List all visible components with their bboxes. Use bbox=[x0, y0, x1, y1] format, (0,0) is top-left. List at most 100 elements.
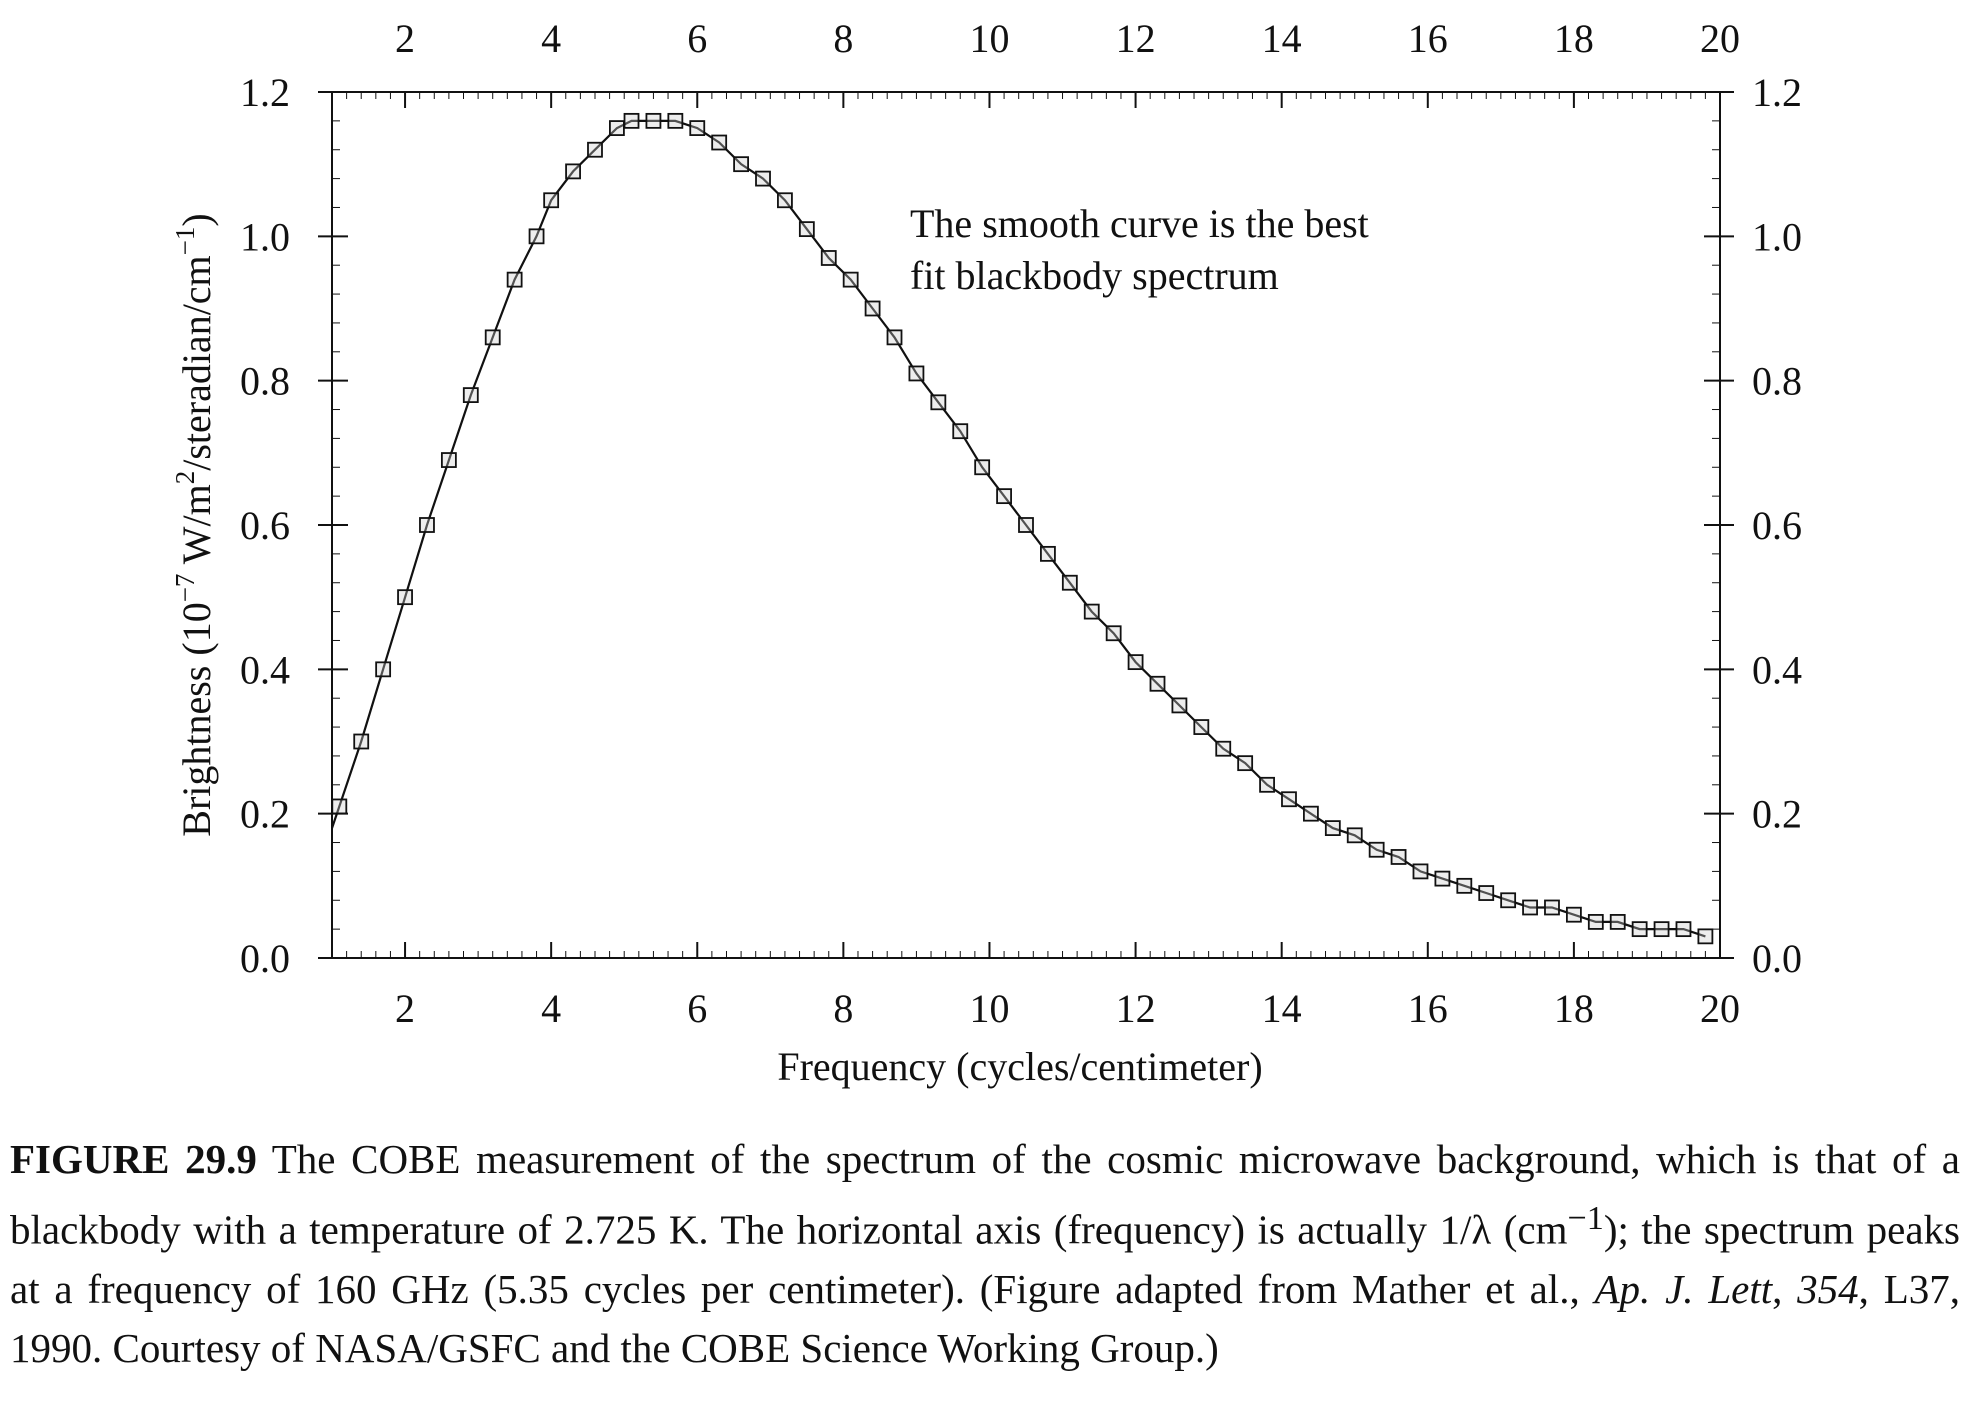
data-point bbox=[1522, 899, 1538, 916]
x-tick-label-top: 10 bbox=[969, 16, 1009, 61]
data-point bbox=[1303, 805, 1319, 822]
data-point bbox=[565, 163, 581, 180]
data-points bbox=[331, 112, 1714, 945]
data-point bbox=[1127, 654, 1144, 671]
data-point bbox=[1456, 877, 1473, 894]
data-point bbox=[1544, 899, 1560, 916]
x-tick-label-top: 2 bbox=[395, 16, 415, 61]
cobe-spectrum-chart: 2 2 4 4 6 6 8 8 10 10 12 12 14 14 16 16 18 18 20 20 0.0 0.0 0.… bbox=[170, 16, 1802, 1089]
data-point bbox=[1083, 603, 1100, 620]
x-tick-label: 2 bbox=[395, 986, 415, 1031]
data-point bbox=[908, 365, 925, 382]
data-point bbox=[645, 112, 662, 129]
data-point bbox=[1631, 921, 1648, 938]
x-tick-label: 18 bbox=[1554, 986, 1594, 1031]
data-point bbox=[1346, 827, 1363, 844]
caption-label: FIGURE 29.9 bbox=[10, 1136, 257, 1182]
data-point bbox=[1697, 928, 1714, 945]
y-tick-label: 0.2 bbox=[240, 792, 290, 837]
y-tick-label: 1.0 bbox=[240, 214, 290, 259]
x-tick-label: 10 bbox=[969, 986, 1009, 1031]
data-point bbox=[711, 134, 728, 151]
data-point bbox=[462, 387, 479, 404]
x-tick-label: 12 bbox=[1116, 986, 1156, 1031]
data-point bbox=[864, 300, 881, 317]
figure-caption: FIGURE 29.9 The COBE measurement of the … bbox=[10, 1130, 1960, 1378]
data-point bbox=[1390, 849, 1407, 865]
x-tick-label-top: 16 bbox=[1408, 16, 1448, 61]
data-point bbox=[1061, 574, 1078, 591]
x-tick-label-top: 4 bbox=[541, 16, 561, 61]
y-tick-label-right: 0.0 bbox=[1752, 936, 1802, 981]
data-point bbox=[484, 329, 501, 346]
data-point bbox=[1105, 625, 1122, 642]
x-tick-label: 6 bbox=[687, 986, 707, 1031]
data-point bbox=[1653, 921, 1670, 938]
data-point bbox=[1237, 755, 1254, 772]
caption-text-1: The COBE measurement of the spectrum of … bbox=[10, 1136, 1960, 1253]
data-point bbox=[755, 170, 771, 187]
data-point bbox=[1215, 740, 1232, 757]
y-tick-label-right: 0.8 bbox=[1752, 359, 1802, 404]
caption-text-3: , bbox=[1772, 1265, 1798, 1312]
x-tick-label-top: 20 bbox=[1700, 16, 1740, 61]
data-point bbox=[1040, 545, 1056, 562]
data-point bbox=[353, 733, 370, 750]
caption-text-2: ); the spectrum peaks at a frequency of … bbox=[10, 1206, 1960, 1312]
data-point bbox=[1171, 697, 1188, 714]
data-point bbox=[440, 452, 457, 468]
y-tick-label: 0.6 bbox=[240, 503, 290, 548]
data-point bbox=[820, 250, 837, 266]
data-point bbox=[689, 120, 706, 136]
data-point bbox=[1500, 892, 1517, 909]
axis-labels: 2 2 4 4 6 6 8 8 10 10 12 12 14 14 16 16 18 18 20 20 0.0 0.0 0.… bbox=[240, 16, 1802, 1031]
data-point bbox=[1609, 914, 1626, 930]
y-tick-label-right: 1.0 bbox=[1752, 214, 1802, 259]
caption-text-4: , L37, 1990. Courtesy of NASA/GSFC and t… bbox=[10, 1265, 1960, 1371]
y-axis-title: Brightness (10−7 W/m2/steradian/cm−1) bbox=[170, 213, 219, 836]
x-axis-title: Frequency (cycles/centimeter) bbox=[777, 1044, 1262, 1089]
data-point bbox=[930, 394, 947, 411]
data-point bbox=[886, 329, 903, 346]
x-tick-label-top: 6 bbox=[687, 16, 707, 61]
data-point bbox=[667, 112, 684, 129]
y-tick-label: 0.4 bbox=[240, 647, 290, 692]
data-point bbox=[1478, 885, 1495, 901]
annotation-line-1: The smooth curve is the best bbox=[910, 201, 1369, 246]
axis-ticks bbox=[318, 91, 1734, 959]
data-point bbox=[842, 271, 859, 288]
y-tick-label: 0.0 bbox=[240, 936, 290, 981]
data-point bbox=[798, 221, 815, 238]
data-point bbox=[375, 661, 392, 678]
data-point bbox=[587, 141, 603, 158]
y-tick-label: 1.2 bbox=[240, 70, 290, 115]
data-point bbox=[397, 589, 413, 606]
data-point bbox=[623, 112, 640, 129]
x-tick-label-top: 12 bbox=[1116, 16, 1156, 61]
y-tick-label-right: 1.2 bbox=[1752, 70, 1802, 115]
x-tick-label-top: 18 bbox=[1554, 16, 1594, 61]
x-tick-label: 14 bbox=[1262, 986, 1302, 1031]
data-point bbox=[996, 488, 1012, 505]
y-tick-label: 0.8 bbox=[240, 359, 290, 404]
y-tick-label-right: 0.2 bbox=[1752, 792, 1802, 837]
data-point bbox=[528, 228, 545, 245]
data-point bbox=[1434, 870, 1451, 887]
x-tick-label-top: 14 bbox=[1262, 16, 1302, 61]
annotation-line-2: fit blackbody spectrum bbox=[910, 253, 1279, 298]
data-point bbox=[331, 798, 348, 815]
data-point bbox=[1412, 863, 1429, 880]
caption-volume: 354 bbox=[1797, 1265, 1859, 1312]
data-point bbox=[1675, 921, 1692, 938]
data-point bbox=[1018, 517, 1034, 533]
x-tick-label-top: 8 bbox=[833, 16, 853, 61]
data-point bbox=[1281, 791, 1297, 808]
x-tick-label: 8 bbox=[833, 986, 853, 1031]
x-tick-label: 4 bbox=[541, 986, 561, 1031]
data-point bbox=[1587, 914, 1604, 930]
y-tick-label-right: 0.4 bbox=[1752, 647, 1802, 692]
data-point bbox=[1565, 906, 1582, 923]
data-point bbox=[1324, 820, 1341, 836]
y-tick-label-right: 0.6 bbox=[1752, 503, 1802, 548]
caption-superscript: −1 bbox=[1567, 1200, 1604, 1237]
